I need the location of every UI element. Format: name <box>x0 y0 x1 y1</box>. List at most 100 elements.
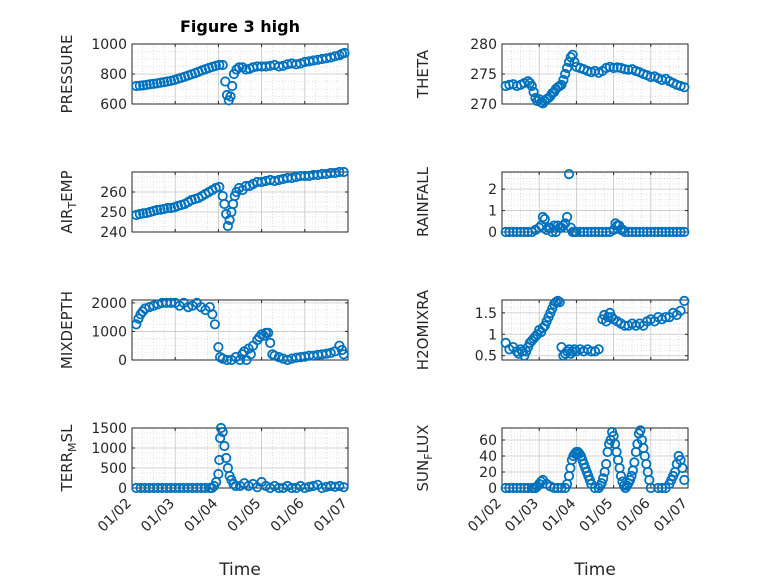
y-tick-label: 0 <box>488 481 497 497</box>
data-point <box>162 202 173 214</box>
x-tick-label: 01/05 <box>577 496 617 536</box>
data-point <box>535 476 547 487</box>
data-point <box>515 226 526 238</box>
y-tick-label: 1000 <box>91 37 127 53</box>
data-point <box>563 169 575 180</box>
data-point <box>596 478 607 489</box>
x-tick-label: 01/05 <box>225 496 265 536</box>
data-point <box>334 480 345 492</box>
data-point <box>653 226 664 238</box>
data-point <box>660 226 671 238</box>
data-point <box>569 56 580 68</box>
x-tick-label: 01/07 <box>311 496 351 536</box>
data-point <box>598 473 609 484</box>
axes-box <box>501 299 689 361</box>
data-point <box>586 226 597 238</box>
data-point <box>214 59 225 71</box>
data-point <box>619 226 630 238</box>
data-point <box>635 425 646 436</box>
data-point <box>511 226 523 238</box>
y-axis-label: SUNFLUX <box>414 425 435 492</box>
y-tick-label: 2000 <box>91 296 127 312</box>
data-point <box>269 350 280 361</box>
data-point <box>214 454 225 466</box>
data-point <box>561 211 573 223</box>
data-point <box>556 79 567 90</box>
data-point <box>582 226 593 238</box>
data-point <box>231 64 242 75</box>
axes-box <box>131 171 349 233</box>
data-point <box>213 468 224 480</box>
data-point <box>511 482 523 494</box>
subplot-air-temp: 240 250 260 AIRTEMP <box>58 166 349 241</box>
y-tick-label: 0 <box>118 481 127 497</box>
y-tick-label: 40 <box>479 449 497 465</box>
data-point <box>217 426 228 438</box>
data-point <box>508 482 519 494</box>
subplot-mixdepth: 0 1000 2000 MIXDEPTH <box>58 291 349 369</box>
data-point <box>548 482 560 494</box>
data-point <box>561 62 573 74</box>
data-point <box>213 341 224 353</box>
data-point <box>526 80 537 92</box>
data-point <box>619 64 630 75</box>
data-point <box>334 166 345 178</box>
y-tick-label: 1 <box>488 327 497 343</box>
data-point <box>571 226 582 238</box>
data-point <box>338 166 349 178</box>
data-point <box>626 470 637 482</box>
y-tick-label: 0.5 <box>475 349 497 365</box>
data-point <box>593 344 604 355</box>
data-point <box>209 319 220 330</box>
data-point <box>230 480 241 492</box>
x-tick-label: 01/02 <box>95 496 135 536</box>
data-point <box>528 86 539 98</box>
data-point <box>554 296 565 308</box>
y-tick-label: 275 <box>470 67 497 83</box>
data-point <box>217 59 228 71</box>
subplot-theta: 270 275 280 THETA <box>414 37 690 113</box>
data-point <box>144 301 155 313</box>
y-tick-label: 60 <box>479 433 497 449</box>
data-point <box>615 470 627 482</box>
data-point <box>215 432 226 444</box>
data-point <box>560 68 571 80</box>
data-point <box>593 226 604 238</box>
data-point <box>228 478 239 490</box>
y-tick-label: 0 <box>118 353 127 369</box>
data-point <box>667 226 679 238</box>
data-point <box>219 440 230 452</box>
data-point <box>522 482 534 494</box>
data-point <box>601 458 612 470</box>
x-tick-label: 01/03 <box>138 496 178 536</box>
data-point <box>134 80 145 91</box>
data-point <box>539 214 550 225</box>
y-tick-label: 1000 <box>91 441 127 457</box>
data-point <box>664 226 675 238</box>
data-point <box>578 226 589 238</box>
y-tick-label: 260 <box>100 185 127 201</box>
data-point <box>207 309 218 320</box>
data-point <box>558 74 569 86</box>
data-point <box>671 226 682 238</box>
data-point <box>214 181 225 193</box>
data-point <box>574 226 586 238</box>
data-point <box>679 474 690 486</box>
data-point <box>131 80 142 92</box>
data-point <box>630 226 642 238</box>
data-point <box>627 226 638 238</box>
data-point <box>220 76 231 87</box>
x-tick-label: 01/04 <box>181 495 221 535</box>
data-point <box>148 300 159 311</box>
data-point <box>675 305 686 316</box>
data-point <box>338 349 349 360</box>
data-point <box>634 226 645 238</box>
data-point <box>537 211 549 223</box>
y-tick-label: 500 <box>100 461 127 477</box>
y-tick-label: 240 <box>100 225 127 241</box>
data-point <box>221 452 232 464</box>
chart-title: Figure 3 high <box>180 17 300 36</box>
y-axis-label: TERRMSL <box>58 424 79 493</box>
data-point <box>265 337 276 348</box>
